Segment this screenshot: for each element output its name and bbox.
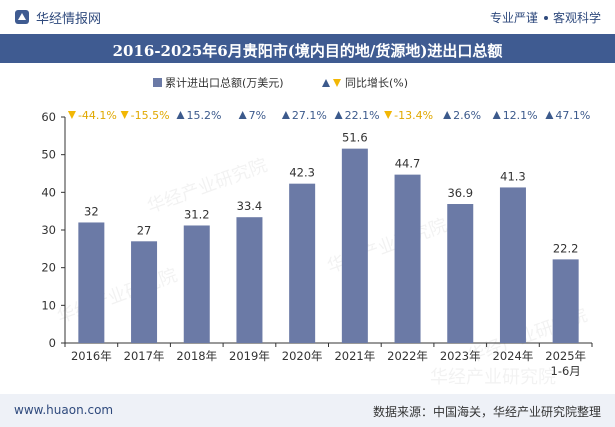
bar-value-label: 41.3 bbox=[500, 169, 526, 183]
growth-label: 15.2% bbox=[187, 109, 222, 122]
brand-logo-icon bbox=[15, 10, 29, 24]
growth-down-triangle bbox=[120, 111, 129, 119]
bar-value-label: 33.4 bbox=[237, 199, 263, 213]
title-bar: 2016-2025年6月贵阳市(境内目的地/货源地)进出口总额 bbox=[0, 34, 615, 63]
tag-professional: 专业严谨 bbox=[489, 11, 538, 25]
growth-label: 47.1% bbox=[555, 109, 590, 122]
footer-source: 数据来源：中国海关，华经产业研究院整理 bbox=[372, 405, 601, 419]
y-tick-label: 60 bbox=[41, 110, 56, 124]
bar-value-label: 27 bbox=[137, 223, 152, 237]
growth-label: 12.1% bbox=[503, 109, 538, 122]
header-tags: 专业严谨 客观科学 bbox=[490, 9, 601, 26]
growth-label: 27.1% bbox=[292, 109, 327, 122]
y-tick-label: 50 bbox=[41, 148, 56, 162]
bar-value-label: 31.2 bbox=[184, 207, 210, 221]
x-tick-label: 1-6月 bbox=[551, 364, 581, 378]
watermark-text: 华经产业研究院 bbox=[55, 265, 181, 328]
x-tick-label: 2017年 bbox=[124, 349, 165, 363]
growth-up-triangle bbox=[238, 111, 247, 119]
growth-up-triangle bbox=[334, 111, 343, 119]
bar bbox=[78, 222, 105, 343]
growth-label: 2.6% bbox=[453, 109, 481, 122]
x-tick-label: 2020年 bbox=[282, 349, 323, 363]
bar bbox=[236, 217, 263, 343]
bar-value-label: 42.3 bbox=[289, 166, 315, 180]
legend-label-bar: 累计进出口总额(万美元) bbox=[165, 76, 284, 90]
bar-chart: 华经产业研究院华经产业研究院华经产业研究院华经产业研究院华经产业研究院累计进出口… bbox=[41, 76, 593, 388]
legend-up-triangle bbox=[322, 79, 330, 87]
bar bbox=[183, 225, 210, 343]
x-tick-label: 2025年 bbox=[545, 349, 586, 363]
bar bbox=[499, 187, 526, 343]
legend-down-triangle bbox=[333, 79, 341, 87]
growth-down-triangle bbox=[67, 111, 76, 119]
legend-swatch-bar bbox=[153, 78, 162, 87]
x-tick-label: 2021年 bbox=[334, 349, 375, 363]
x-tick-label: 2023年 bbox=[440, 349, 481, 363]
x-tick-label: 2024年 bbox=[493, 349, 534, 363]
bar-value-label: 44.7 bbox=[395, 157, 421, 171]
growth-down-triangle bbox=[384, 111, 393, 119]
legend-label-growth: 同比增长(%) bbox=[345, 76, 408, 90]
y-tick-label: 40 bbox=[41, 185, 56, 199]
watermark-text: 华经产业研究院 bbox=[430, 367, 556, 388]
bar bbox=[394, 174, 421, 343]
footer: www.huaon.com 数据来源：中国海关，华经产业研究院整理 bbox=[0, 394, 615, 427]
bar bbox=[341, 148, 368, 343]
bar bbox=[447, 204, 474, 343]
bar-value-label: 36.9 bbox=[447, 186, 473, 200]
y-tick-label: 0 bbox=[49, 336, 56, 350]
footer-site[interactable]: www.huaon.com bbox=[14, 403, 114, 417]
bar bbox=[289, 183, 316, 343]
x-tick-label: 2019年 bbox=[229, 349, 270, 363]
growth-up-triangle bbox=[281, 111, 290, 119]
top-bar: 华经情报网 专业严谨 客观科学 bbox=[0, 0, 615, 34]
tag-separator-dot bbox=[543, 15, 548, 20]
y-tick-label: 10 bbox=[41, 298, 56, 312]
growth-label: 22.1% bbox=[345, 109, 380, 122]
bar bbox=[131, 241, 158, 343]
growth-label: 7% bbox=[249, 109, 266, 122]
x-tick-label: 2016年 bbox=[71, 349, 112, 363]
growth-label: -15.5% bbox=[131, 109, 170, 122]
growth-up-triangle bbox=[176, 111, 185, 119]
chart-title: 2016-2025年6月贵阳市(境内目的地/货源地)进出口总额 bbox=[112, 42, 503, 60]
bar bbox=[552, 259, 579, 343]
tag-objective: 客观科学 bbox=[552, 11, 601, 25]
y-tick-label: 20 bbox=[41, 261, 56, 275]
bar-value-label: 22.2 bbox=[553, 241, 579, 255]
y-tick-label: 30 bbox=[41, 223, 56, 237]
bar-value-label: 51.6 bbox=[342, 131, 368, 145]
x-tick-label: 2022年 bbox=[387, 349, 428, 363]
growth-up-triangle bbox=[492, 111, 501, 119]
growth-label: -13.4% bbox=[394, 109, 433, 122]
brand[interactable]: 华经情报网 bbox=[14, 8, 102, 27]
growth-label: -44.1% bbox=[78, 109, 117, 122]
growth-up-triangle bbox=[443, 111, 452, 119]
bar-value-label: 32 bbox=[84, 204, 99, 218]
x-tick-label: 2018年 bbox=[176, 349, 217, 363]
brand-name: 华经情报网 bbox=[36, 11, 102, 27]
growth-up-triangle bbox=[545, 111, 554, 119]
